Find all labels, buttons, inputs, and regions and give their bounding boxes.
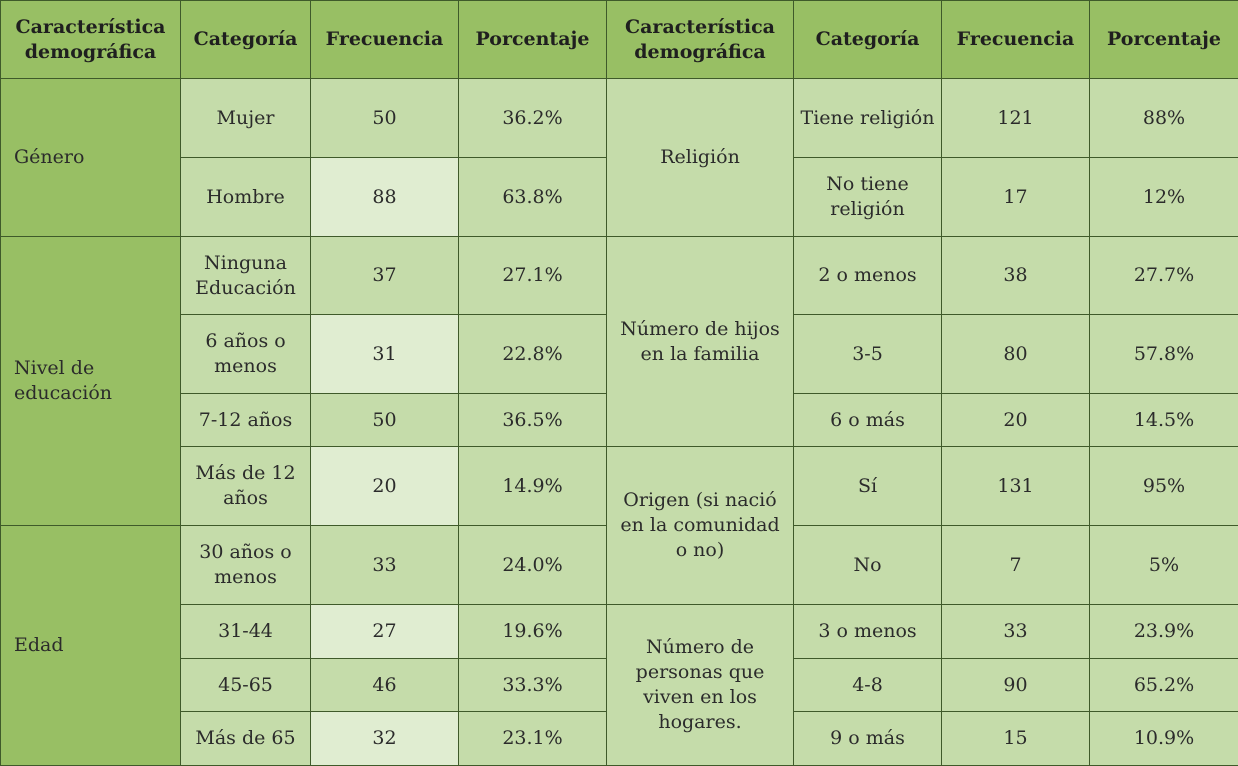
frequency-cell: 33 [311, 526, 459, 605]
percentage-cell: 33.3% [459, 659, 607, 712]
category-cell: Sí [794, 447, 942, 526]
category-cell: 31-44 [181, 605, 311, 659]
category-cell: 30 años o menos [181, 526, 311, 605]
frequency-cell: 15 [942, 712, 1090, 766]
percentage-cell: 23.1% [459, 712, 607, 766]
header-categoria-right: Categoría [794, 1, 942, 79]
percentage-cell: 14.9% [459, 447, 607, 526]
group-label-origen: Origen (si nació en la comunidad o no) [607, 447, 794, 605]
frequency-cell: 20 [942, 394, 1090, 447]
percentage-cell: 27.1% [459, 237, 607, 315]
percentage-cell: 14.5% [1090, 394, 1238, 447]
category-cell: Más de 65 [181, 712, 311, 766]
frequency-cell: 80 [942, 315, 1090, 394]
category-cell: 6 o más [794, 394, 942, 447]
category-cell: Mujer [181, 79, 311, 158]
table-row: 31-44 27 19.6% Número de personas que vi… [1, 605, 1238, 659]
header-categoria-left: Categoría [181, 1, 311, 79]
frequency-cell: 50 [311, 394, 459, 447]
header-porcentaje-right: Porcentaje [1090, 1, 1238, 79]
frequency-cell: 50 [311, 79, 459, 158]
frequency-cell: 90 [942, 659, 1090, 712]
header-caracteristica-right: Característica demográfica [607, 1, 794, 79]
header-porcentaje-left: Porcentaje [459, 1, 607, 79]
frequency-cell: 7 [942, 526, 1090, 605]
table-row: Más de 12 años 20 14.9% Origen (si nació… [1, 447, 1238, 526]
frequency-cell: 38 [942, 237, 1090, 315]
category-cell: Más de 12 años [181, 447, 311, 526]
category-cell: 9 o más [794, 712, 942, 766]
category-cell: Ninguna Educación [181, 237, 311, 315]
frequency-cell: 17 [942, 158, 1090, 237]
category-cell: No [794, 526, 942, 605]
category-cell: 4-8 [794, 659, 942, 712]
group-label-genero: Género [1, 79, 181, 237]
category-cell: No tiene religión [794, 158, 942, 237]
header-row: Característica demográfica Categoría Fre… [1, 1, 1238, 79]
frequency-cell: 27 [311, 605, 459, 659]
category-cell: 6 años o menos [181, 315, 311, 394]
frequency-cell: 46 [311, 659, 459, 712]
table-row: Género Mujer 50 36.2% Religión Tiene rel… [1, 79, 1238, 158]
percentage-cell: 65.2% [1090, 659, 1238, 712]
percentage-cell: 24.0% [459, 526, 607, 605]
percentage-cell: 27.7% [1090, 237, 1238, 315]
category-cell: 2 o menos [794, 237, 942, 315]
percentage-cell: 63.8% [459, 158, 607, 237]
percentage-cell: 19.6% [459, 605, 607, 659]
table-row: Nivel de educación Ninguna Educación 37 … [1, 237, 1238, 315]
group-label-edad: Edad [1, 526, 181, 766]
category-cell: Hombre [181, 158, 311, 237]
percentage-cell: 95% [1090, 447, 1238, 526]
frequency-cell: 33 [942, 605, 1090, 659]
percentage-cell: 10.9% [1090, 712, 1238, 766]
header-caracteristica-left: Característica demográfica [1, 1, 181, 79]
frequency-cell: 37 [311, 237, 459, 315]
header-frecuencia-right: Frecuencia [942, 1, 1090, 79]
percentage-cell: 12% [1090, 158, 1238, 237]
group-label-hogares: Número de personas que viven en los hoga… [607, 605, 794, 766]
percentage-cell: 36.2% [459, 79, 607, 158]
category-cell: 3 o menos [794, 605, 942, 659]
group-label-religion: Religión [607, 79, 794, 237]
category-cell: 7-12 años [181, 394, 311, 447]
frequency-cell: 20 [311, 447, 459, 526]
frequency-cell: 131 [942, 447, 1090, 526]
category-cell: 45-65 [181, 659, 311, 712]
percentage-cell: 5% [1090, 526, 1238, 605]
percentage-cell: 23.9% [1090, 605, 1238, 659]
frequency-cell: 121 [942, 79, 1090, 158]
frequency-cell: 32 [311, 712, 459, 766]
group-label-educacion: Nivel de educación [1, 237, 181, 526]
category-cell: 3-5 [794, 315, 942, 394]
percentage-cell: 36.5% [459, 394, 607, 447]
frequency-cell: 31 [311, 315, 459, 394]
percentage-cell: 88% [1090, 79, 1238, 158]
category-cell: Tiene religión [794, 79, 942, 158]
group-label-hijos: Número de hijos en la familia [607, 237, 794, 447]
percentage-cell: 57.8% [1090, 315, 1238, 394]
header-frecuencia-left: Frecuencia [311, 1, 459, 79]
percentage-cell: 22.8% [459, 315, 607, 394]
frequency-cell: 88 [311, 158, 459, 237]
